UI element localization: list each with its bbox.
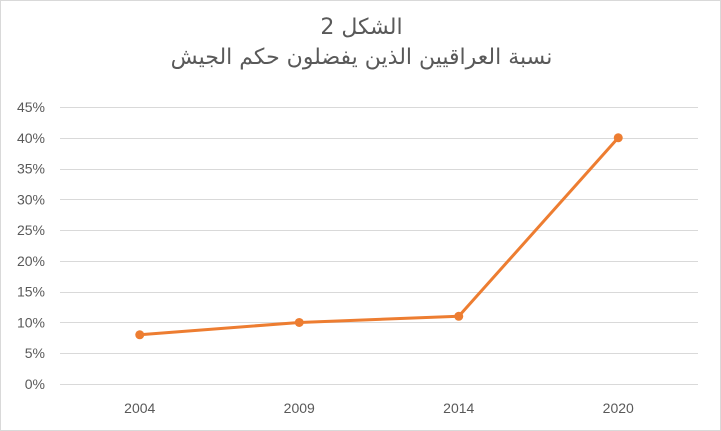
x-tick-label: 2020 — [603, 400, 634, 416]
chart-title: الشكل 2 — [320, 15, 403, 40]
data-point — [135, 330, 145, 340]
chart-subtitle: نسبة العراقيين الذين يفضلون حكم الجيش — [170, 45, 553, 70]
y-tick-label: 40% — [17, 130, 45, 146]
x-tick-label: 2004 — [124, 400, 155, 416]
y-tick-label: 45% — [17, 99, 45, 115]
y-tick-label: 10% — [17, 314, 45, 330]
data-point — [454, 311, 464, 321]
x-axis-tick-labels: 2004 2009 2014 2020 — [124, 400, 634, 416]
series-line — [138, 136, 620, 337]
data-point — [294, 317, 304, 327]
y-tick-label: 20% — [17, 253, 45, 269]
x-tick-label: 2009 — [284, 400, 315, 416]
y-tick-label: 30% — [17, 191, 45, 207]
y-tick-label: 15% — [17, 284, 45, 300]
data-point — [613, 133, 623, 143]
y-tick-label: 25% — [17, 222, 45, 238]
x-tick-label: 2014 — [443, 400, 474, 416]
y-axis-tick-labels: 0% 5% 10% 15% 20% 25% 30% 35% 40% 45% — [17, 99, 45, 392]
series-layer — [135, 133, 623, 340]
y-tick-label: 35% — [17, 161, 45, 177]
chart-title-block: الشكل 2 نسبة العراقيين الذين يفضلون حكم … — [1, 13, 721, 73]
gridlines — [60, 107, 698, 385]
y-tick-label: 5% — [25, 345, 45, 361]
y-tick-label: 0% — [25, 376, 45, 392]
